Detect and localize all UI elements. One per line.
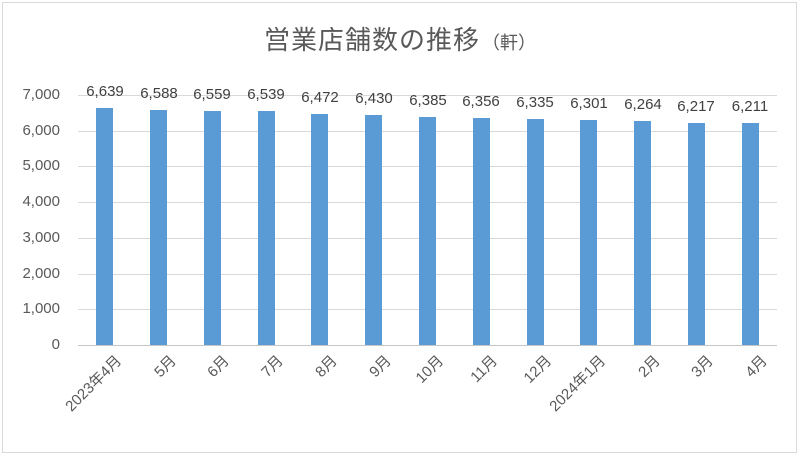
bar-data-label: 6,264 [624, 96, 662, 113]
chart-title-unit: （軒） [482, 33, 536, 53]
bar [580, 120, 597, 345]
bar [311, 114, 328, 345]
chart-title-text: 営業店舗数の推移 [263, 25, 480, 55]
x-axis-tick-label: 4月 [741, 352, 771, 381]
y-axis-tick-label: 7,000 [22, 86, 60, 103]
x-axis-tick-label: 5月 [150, 352, 180, 381]
bar [150, 110, 167, 345]
x-axis-tick-label: 2024年1月 [546, 352, 610, 416]
y-axis-tick-label: 5,000 [22, 157, 60, 174]
bar-data-label: 6,385 [409, 92, 447, 109]
y-axis-tick-label: 0 [51, 336, 60, 353]
y-axis-tick-label: 3,000 [22, 229, 60, 246]
y-axis-tick-label: 2,000 [22, 265, 60, 282]
bar [96, 108, 113, 345]
y-axis-tick-label: 4,000 [22, 193, 60, 210]
bar-data-label: 6,559 [193, 86, 231, 103]
bar [688, 123, 705, 345]
y-gridline [78, 95, 777, 96]
bar-data-label: 6,472 [301, 89, 339, 106]
x-axis-tick-label: 12月 [520, 352, 556, 387]
bar-data-label: 6,335 [516, 94, 554, 111]
x-axis-tick-label: 3月 [687, 352, 717, 381]
bar-data-label: 6,639 [86, 83, 124, 100]
y-axis-tick-label: 1,000 [22, 300, 60, 317]
x-axis-line [78, 345, 777, 346]
chart-title: 営業店舗数の推移 （軒） [0, 20, 800, 57]
x-axis-tick-label: 2月 [634, 352, 664, 381]
bar-data-label: 6,301 [570, 95, 608, 112]
bar-data-label: 6,539 [247, 86, 285, 103]
bar-data-label: 6,356 [462, 93, 500, 110]
bar-data-label: 6,430 [355, 90, 393, 107]
x-axis-tick-label: 7月 [257, 352, 287, 381]
bar [742, 123, 759, 345]
bar [204, 111, 221, 345]
x-axis-tick-label: 6月 [203, 352, 233, 381]
bar [419, 117, 436, 345]
bar [634, 121, 651, 345]
bar [258, 111, 275, 345]
bar-data-label: 6,588 [140, 85, 178, 102]
bar-data-label: 6,211 [731, 98, 769, 115]
bar [365, 115, 382, 345]
x-axis-tick-label: 2023年4月 [62, 352, 126, 416]
bar [473, 118, 490, 345]
x-axis-tick-label: 10月 [412, 352, 448, 387]
bar-data-label: 6,217 [677, 98, 715, 115]
x-axis-tick-label: 8月 [311, 352, 341, 381]
x-axis-tick-label: 11月 [467, 352, 502, 386]
y-axis-tick-label: 6,000 [22, 122, 60, 139]
x-axis-tick-label: 9月 [365, 352, 395, 381]
bar [527, 119, 544, 345]
